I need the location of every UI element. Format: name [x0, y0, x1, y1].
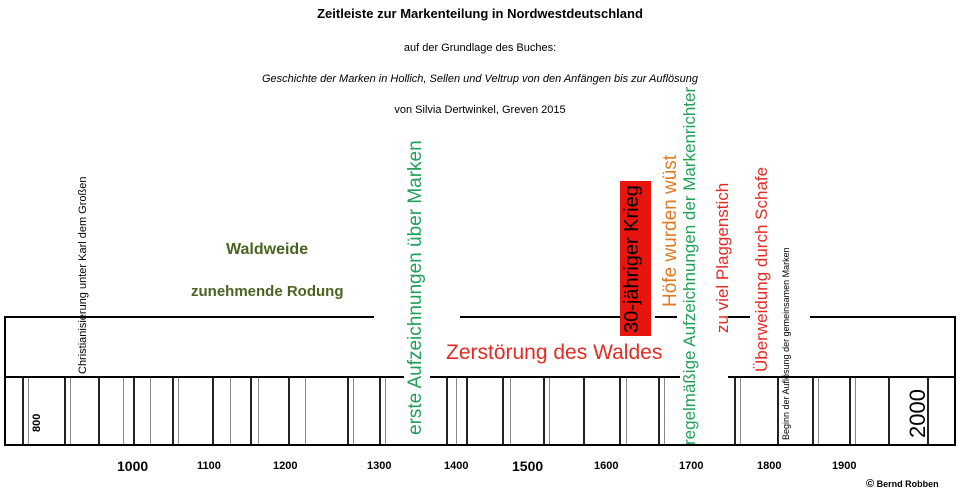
label-hoefe-wuest: Höfe wurden wüst — [660, 154, 681, 307]
tick-mark — [150, 378, 151, 444]
label-ueberweidung: Überweidung durch Schafe — [752, 166, 771, 372]
year-label: 1300 — [367, 460, 392, 472]
tick-mark — [178, 378, 179, 444]
label-800: 800 — [31, 413, 43, 432]
tick-mark — [777, 378, 779, 444]
tick-mark — [305, 378, 306, 444]
year-label: 1200 — [273, 460, 298, 472]
tick-mark — [70, 378, 71, 444]
tick-mark — [658, 378, 660, 444]
tick-mark — [812, 378, 814, 444]
label-waldweide: Waldweide — [226, 241, 309, 258]
tick-mark — [258, 378, 259, 444]
author-line: von Silvia Dertwinkel, Greven 2015 — [394, 104, 566, 116]
tick-mark — [172, 378, 174, 444]
top-line-seg-1 — [4, 316, 374, 318]
tick-mark — [456, 378, 457, 444]
tick-mark — [98, 378, 100, 444]
tick-mark — [888, 378, 890, 444]
tick-mark — [466, 378, 468, 444]
label-2000: 2000 — [905, 389, 930, 438]
page-title: Zeitleiste zur Markenteilung in Nordwest… — [317, 6, 643, 21]
tick-mark — [250, 378, 252, 444]
tick-mark — [549, 378, 550, 444]
tick-mark — [849, 378, 851, 444]
label-plaggenstich: zu viel Plaggenstich — [713, 182, 732, 333]
label-christianisierung: Christianisierung unter Karl dem Großen — [77, 176, 89, 374]
year-label: 1600 — [594, 460, 619, 472]
top-line-seg-4 — [728, 316, 750, 318]
middle-line-seg-1 — [4, 376, 404, 378]
middle-line-seg-3 — [728, 376, 956, 378]
year-label: 1800 — [757, 460, 782, 472]
tick-mark — [288, 378, 290, 444]
tick-mark — [379, 378, 381, 444]
tick-mark — [212, 378, 214, 444]
tick-mark — [123, 378, 124, 444]
tick-mark — [347, 378, 349, 444]
middle-line-seg-2 — [430, 376, 680, 378]
tick-mark — [583, 378, 585, 444]
tick-mark — [619, 378, 621, 444]
year-label: 1400 — [444, 460, 469, 472]
tick-mark — [626, 378, 627, 444]
label-zunehmende-rodung: zunehmende Rodung — [191, 283, 344, 300]
tick-mark — [64, 378, 66, 444]
tick-mark — [502, 378, 504, 444]
year-label: 1100 — [197, 460, 221, 472]
tick-mark — [664, 378, 665, 444]
tick-mark — [740, 378, 741, 444]
tick-mark — [855, 378, 856, 444]
war-box — [620, 181, 651, 336]
tick-mark — [28, 378, 29, 444]
tick-mark — [385, 378, 386, 444]
book-title: Geschichte der Marken in Hollich, Sellen… — [262, 73, 698, 85]
tick-mark — [230, 378, 231, 444]
top-line-seg-5 — [810, 316, 956, 318]
year-label: 1700 — [679, 460, 704, 472]
left-edge — [4, 316, 6, 446]
label-regelmaessige-aufzeichnungen: regelmäßige Aufzeichnungen der Markenric… — [680, 86, 699, 445]
tick-mark — [510, 378, 511, 444]
tick-mark — [927, 378, 929, 444]
subtitle-line-1: auf der Grundlage des Buches: — [403, 42, 557, 54]
label-zerstoerung: Zerstörung des Waldes — [446, 341, 663, 364]
copyright-icon: © — [866, 478, 875, 490]
tick-mark — [818, 378, 819, 444]
tick-mark — [734, 378, 736, 444]
year-label: 1000 — [117, 458, 149, 474]
top-line-seg-2 — [460, 316, 620, 318]
tick-mark — [446, 378, 448, 444]
top-line-seg-3 — [655, 316, 677, 318]
tick-mark — [133, 378, 135, 444]
tick-mark — [22, 378, 24, 444]
credit: © Bernd Robben — [866, 478, 939, 490]
year-label: 1500 — [512, 458, 544, 474]
label-30-jaehriger-krieg: 30-jähriger Krieg — [621, 185, 643, 333]
credit-name: Bernd Robben — [876, 479, 939, 489]
label-erste-aufzeichnungen: erste Aufzeichnungen über Marken — [405, 140, 426, 435]
label-beginn-aufloesung: Beginn der Auflösung der gemeinsamen Mar… — [781, 247, 791, 440]
right-edge — [954, 316, 956, 446]
year-label: 1900 — [832, 460, 857, 472]
bottom-line — [4, 444, 956, 446]
tick-mark — [353, 378, 354, 444]
tick-mark — [543, 378, 545, 444]
